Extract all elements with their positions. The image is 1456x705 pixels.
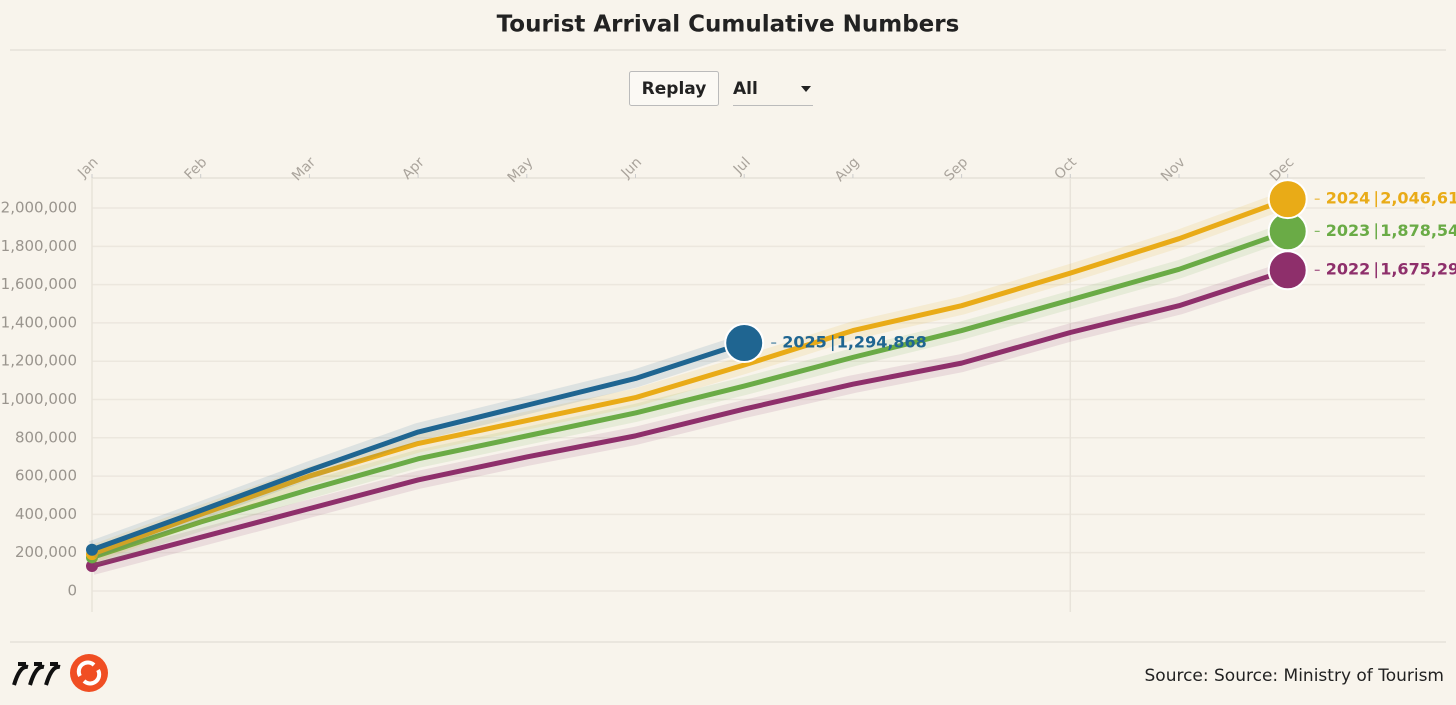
- end-dot: [1267, 179, 1308, 220]
- start-dot: [86, 560, 98, 573]
- y-tick-label: 0: [67, 581, 77, 599]
- y-tick-label: 800,000: [15, 428, 77, 446]
- dropdown-label: All: [733, 79, 758, 99]
- button-label: Replay: [642, 79, 707, 99]
- series-line: [91, 196, 1289, 557]
- value-label: 2,046,61: [1380, 189, 1456, 208]
- series-name: 2023: [1326, 221, 1371, 240]
- series-line: [91, 340, 745, 553]
- y-tick-label: 2,000,000: [1, 199, 77, 217]
- y-tick-label: 400,000: [15, 505, 77, 523]
- series-line: [91, 228, 1289, 560]
- y-tick-label: 1,400,000: [1, 313, 77, 331]
- button-box: [629, 71, 719, 106]
- chart-title: Tourist Arrival Cumulative Numbers: [497, 12, 960, 38]
- series-line: [91, 267, 1289, 569]
- y-tick-label: 1,000,000: [1, 390, 77, 408]
- y-tick-label: 600,000: [15, 467, 77, 485]
- series-name: 2025: [782, 333, 827, 352]
- value-label: 1,294,868: [837, 333, 927, 352]
- logo-mark: [12, 662, 61, 686]
- logo-circle: [70, 654, 108, 692]
- series-name: 2024: [1326, 189, 1371, 208]
- logo: [12, 654, 108, 692]
- filter-dropdown[interactable]: All: [733, 79, 813, 106]
- replay-button[interactable]: Replay: [629, 71, 719, 106]
- y-tick-label: 1,200,000: [1, 352, 77, 370]
- value-label: 1,675,29: [1380, 260, 1456, 279]
- y-tick-label: 200,000: [15, 543, 77, 561]
- series-name: 2022: [1326, 260, 1371, 279]
- start-dot: [86, 543, 98, 556]
- end-dot: [724, 323, 765, 364]
- y-tick-label: 1,600,000: [1, 275, 77, 293]
- source-note: Source: Source: Ministry of Tourism: [1145, 666, 1445, 686]
- logo-arrows: [76, 660, 102, 686]
- dropdown-arrow: [801, 86, 811, 92]
- end-dot: [1267, 250, 1308, 291]
- value-label: 1,878,54: [1380, 221, 1456, 240]
- y-tick-label: 1,800,000: [1, 237, 77, 255]
